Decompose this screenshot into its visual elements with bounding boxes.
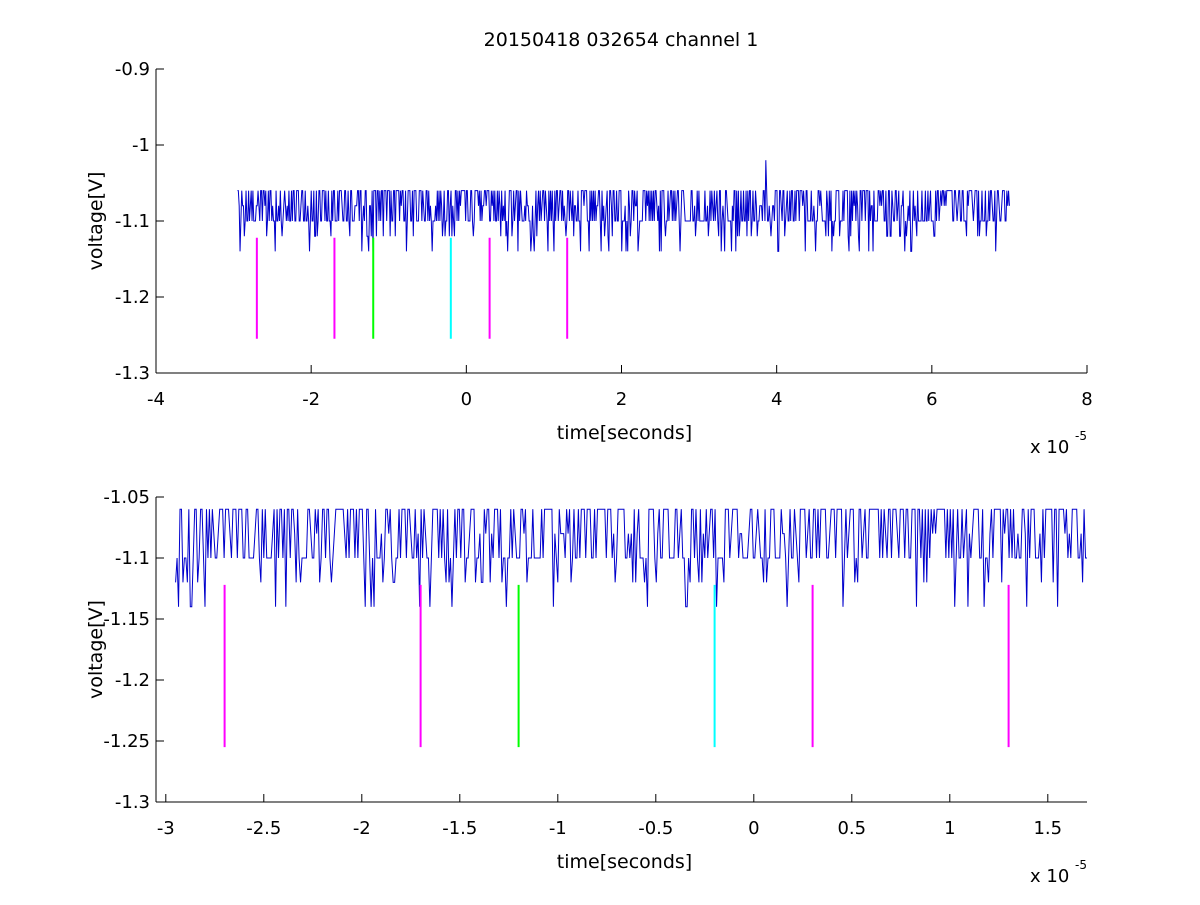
y-axis-label: voltage[V] — [85, 600, 107, 699]
x-tick-label: 2 — [616, 389, 627, 410]
x-tick-label: 0.5 — [837, 818, 866, 839]
x-exponent-power: -5 — [1075, 858, 1087, 872]
y-tick-label: -1 — [132, 135, 150, 156]
x-tick-label: 0 — [748, 818, 759, 839]
x-tick-label: 1 — [944, 818, 955, 839]
x-exponent-label: x 10 — [1030, 437, 1069, 458]
y-tick-label: -1.25 — [103, 731, 150, 752]
x-tick-label: 8 — [1081, 389, 1092, 410]
x-tick-label: -4 — [147, 389, 165, 410]
signal-trace — [237, 160, 1010, 252]
chart-2: -3 -2.5 -2 -1.5 -1 -0.5 0 0.5 1 1.5 -1.3 -1.25 -1.2 -… — [85, 487, 1087, 887]
y-tick-label: -1.1 — [115, 211, 150, 232]
x-axis-label: time[seconds] — [557, 422, 692, 444]
y-tick-label: -1.3 — [115, 363, 150, 384]
y-tick-label: -1.05 — [103, 487, 150, 508]
x-axis-label: time[seconds] — [557, 851, 692, 873]
x-tick-label: 6 — [926, 389, 937, 410]
x-tick-label: 0 — [461, 389, 472, 410]
y-tick-label: -1.2 — [115, 287, 150, 308]
x-tick-label: -0.5 — [638, 818, 673, 839]
x-tick-label: -3 — [157, 818, 175, 839]
y-tick-label: -1.3 — [115, 792, 150, 813]
x-tick-label: -2 — [353, 818, 371, 839]
y-tick-label: -1.2 — [115, 670, 150, 691]
x-tick-label: 1.5 — [1033, 818, 1062, 839]
figure-title: 20150418 032654 channel 1 — [484, 29, 759, 51]
x-tick-label: -2.5 — [246, 818, 281, 839]
y-tick-label: -0.9 — [115, 59, 150, 80]
x-exponent-label: x 10 — [1030, 866, 1069, 887]
x-tick-label: -1.5 — [442, 818, 477, 839]
y-tick-label: -1.1 — [115, 548, 150, 569]
y-tick-label: -1.15 — [103, 609, 150, 630]
x-tick-label: -2 — [302, 389, 320, 410]
x-exponent-power: -5 — [1075, 429, 1087, 443]
chart-1: -4 -2 0 2 4 6 8 -1.3 -1.2 -1.1 -1 -0.9 time[seconds]… — [85, 59, 1093, 458]
y-axis-label: voltage[V] — [85, 172, 107, 271]
x-tick-label: 4 — [771, 389, 782, 410]
signal-trace — [175, 508, 1087, 608]
x-tick-label: -1 — [549, 818, 567, 839]
